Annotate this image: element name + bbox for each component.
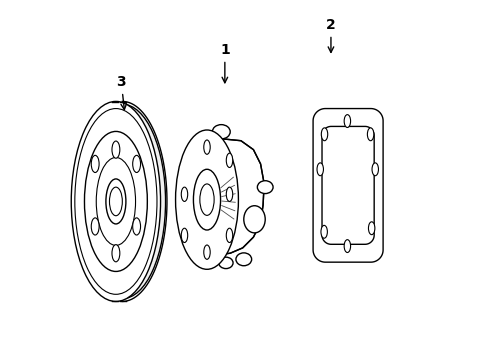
Ellipse shape [79,104,165,298]
Ellipse shape [91,218,99,235]
Polygon shape [322,126,373,244]
Ellipse shape [367,222,374,235]
Ellipse shape [316,163,323,176]
Ellipse shape [91,156,99,172]
Ellipse shape [132,156,140,172]
Text: 2: 2 [325,18,335,53]
Ellipse shape [203,245,210,259]
Ellipse shape [235,253,251,266]
Ellipse shape [226,187,232,202]
Ellipse shape [71,102,160,301]
Text: 3: 3 [116,75,126,109]
Ellipse shape [226,228,232,243]
Ellipse shape [344,114,350,127]
Ellipse shape [175,130,238,269]
Ellipse shape [203,140,210,154]
Ellipse shape [371,163,378,176]
Ellipse shape [344,240,350,252]
Polygon shape [206,139,264,255]
Ellipse shape [366,128,373,141]
Ellipse shape [218,257,233,269]
Ellipse shape [112,141,120,158]
Ellipse shape [212,125,230,139]
Text: 1: 1 [220,43,229,83]
Ellipse shape [132,218,140,235]
Ellipse shape [181,228,187,243]
Ellipse shape [181,187,187,202]
Ellipse shape [257,181,272,194]
Ellipse shape [193,169,220,230]
Ellipse shape [226,153,232,167]
Ellipse shape [320,225,326,238]
Polygon shape [312,109,382,262]
Ellipse shape [321,128,327,141]
Ellipse shape [84,131,147,271]
Ellipse shape [244,206,264,233]
Ellipse shape [106,179,125,224]
Ellipse shape [112,245,120,262]
